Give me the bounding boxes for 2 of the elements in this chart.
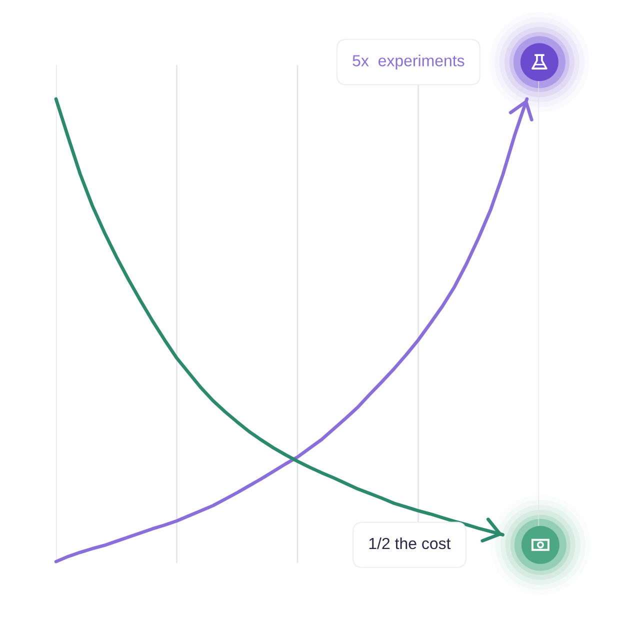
text: 5x experiments xyxy=(352,54,464,70)
series-label: 1/2 the cost xyxy=(369,537,451,550)
